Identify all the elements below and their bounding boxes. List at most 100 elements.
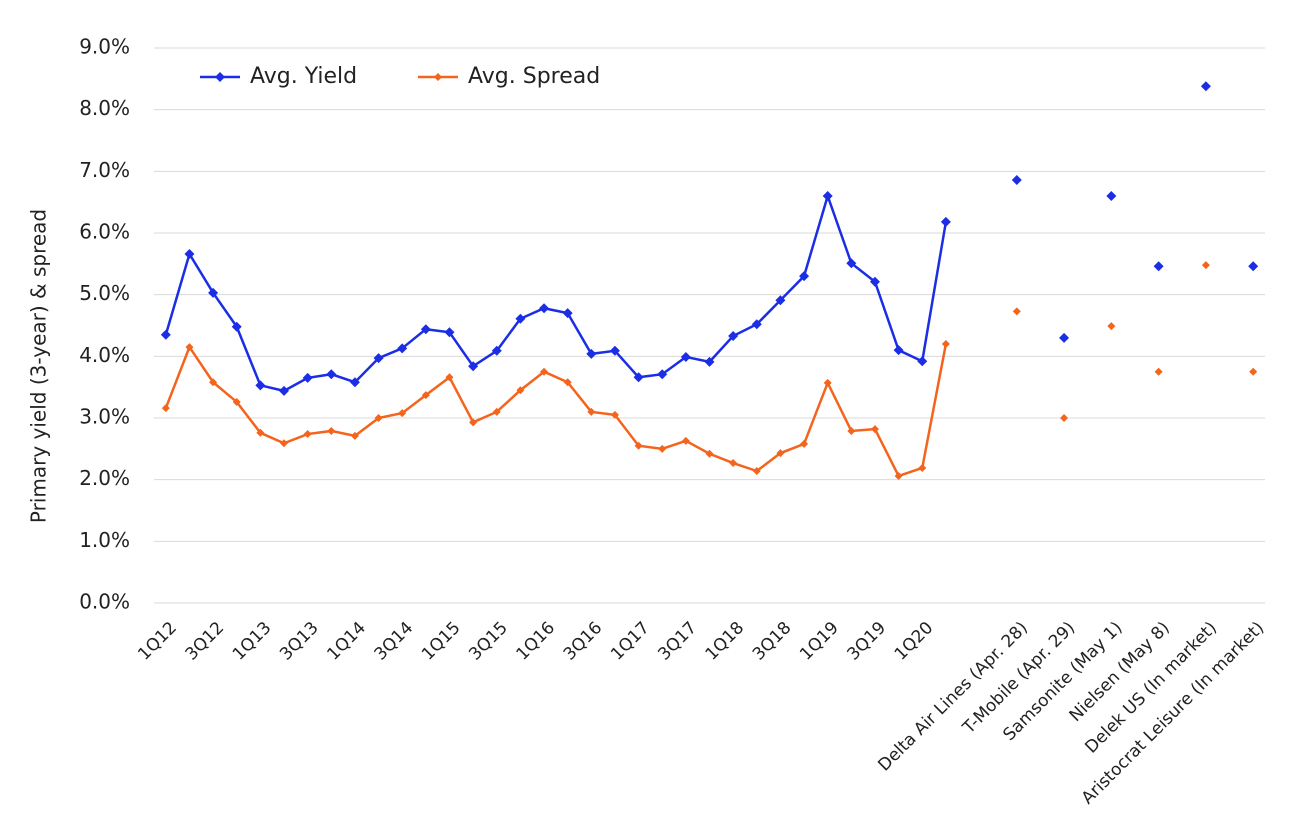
x-tick-label: 3Q12 bbox=[182, 618, 229, 665]
x-tick-label: 1Q13 bbox=[229, 618, 276, 665]
data-point bbox=[540, 367, 549, 376]
data-point bbox=[280, 439, 289, 448]
data-point bbox=[846, 258, 857, 269]
data-point bbox=[469, 418, 478, 427]
data-point bbox=[847, 426, 856, 435]
data-point bbox=[1059, 332, 1070, 343]
data-point bbox=[1012, 307, 1021, 316]
data-point bbox=[681, 436, 690, 445]
x-tick-label: 3Q14 bbox=[371, 618, 418, 665]
data-point bbox=[918, 463, 927, 472]
data-point bbox=[563, 378, 572, 387]
series-line bbox=[164, 191, 948, 393]
y-tick-label: 7.0% bbox=[79, 158, 130, 182]
data-point bbox=[539, 303, 550, 314]
data-point bbox=[279, 385, 290, 396]
data-point bbox=[705, 449, 714, 458]
x-tick-label: 1Q18 bbox=[702, 618, 749, 665]
y-tick-label: 5.0% bbox=[79, 281, 130, 305]
data-point bbox=[184, 248, 195, 259]
data-point bbox=[209, 378, 218, 387]
y-tick-label: 1.0% bbox=[79, 528, 130, 552]
x-tick-label: 1Q12 bbox=[134, 618, 181, 665]
x-tick-label: 1Q15 bbox=[418, 618, 465, 665]
data-point bbox=[869, 276, 880, 287]
data-point bbox=[658, 444, 667, 453]
data-point bbox=[492, 407, 501, 416]
data-point bbox=[231, 321, 242, 332]
data-point bbox=[870, 425, 879, 434]
legend-marker bbox=[215, 72, 225, 82]
data-point bbox=[775, 295, 786, 306]
data-point bbox=[633, 372, 644, 383]
y-tick-label: 9.0% bbox=[79, 35, 130, 59]
data-point bbox=[751, 319, 762, 330]
data-point bbox=[752, 467, 761, 476]
data-point bbox=[327, 426, 336, 435]
data-point bbox=[894, 471, 903, 480]
data-point bbox=[941, 340, 950, 348]
y-tick-label: 4.0% bbox=[79, 343, 130, 367]
data-point bbox=[302, 372, 313, 383]
y-tick-label: 8.0% bbox=[79, 96, 130, 120]
data-point bbox=[326, 369, 337, 380]
data-point bbox=[397, 343, 408, 354]
x-tick-label: 3Q15 bbox=[465, 618, 512, 665]
data-point bbox=[1248, 261, 1259, 272]
x-tick-label: 3Q19 bbox=[843, 618, 890, 665]
data-point bbox=[255, 380, 266, 391]
data-point bbox=[940, 216, 951, 227]
x-tick-label: 1Q14 bbox=[323, 618, 370, 665]
y-axis-label: Primary yield (3-year) & spread bbox=[27, 209, 51, 523]
x-tick-label: 1Q19 bbox=[796, 618, 843, 665]
data-point bbox=[374, 414, 383, 422]
legend-marker bbox=[434, 73, 442, 81]
data-point bbox=[704, 356, 715, 367]
data-point bbox=[398, 409, 407, 418]
data-point bbox=[1249, 367, 1258, 376]
data-point bbox=[444, 327, 455, 338]
x-tick-label: 3Q16 bbox=[560, 618, 607, 665]
y-tick-label: 0.0% bbox=[79, 590, 130, 614]
data-point bbox=[610, 410, 619, 419]
data-point bbox=[516, 386, 525, 395]
legend-label: Avg. Spread bbox=[468, 64, 600, 89]
data-point bbox=[799, 271, 810, 282]
data-point bbox=[1200, 81, 1211, 92]
data-point bbox=[917, 356, 928, 367]
data-point bbox=[562, 308, 573, 319]
data-point bbox=[586, 348, 597, 359]
data-point bbox=[491, 345, 502, 356]
data-point bbox=[1154, 367, 1163, 376]
y-tick-label: 6.0% bbox=[79, 220, 130, 244]
data-point bbox=[185, 343, 194, 352]
data-point bbox=[256, 428, 265, 437]
data-point bbox=[160, 329, 171, 340]
series-line bbox=[164, 343, 948, 478]
data-point bbox=[421, 391, 430, 400]
data-point bbox=[373, 353, 384, 364]
data-point bbox=[349, 377, 360, 388]
data-point bbox=[823, 378, 832, 387]
data-point bbox=[728, 330, 739, 341]
legend-label: Avg. Yield bbox=[250, 64, 357, 89]
data-point bbox=[1106, 191, 1117, 201]
data-point bbox=[822, 191, 833, 201]
x-tick-label: 3Q17 bbox=[654, 618, 701, 665]
x-tick-label: 3Q13 bbox=[276, 618, 323, 665]
x-tick-label: 1Q17 bbox=[607, 618, 654, 665]
data-point bbox=[657, 369, 668, 380]
data-point bbox=[634, 441, 643, 450]
y-tick-label: 3.0% bbox=[79, 405, 130, 429]
data-point bbox=[420, 324, 431, 335]
data-point bbox=[161, 404, 170, 413]
data-point bbox=[445, 373, 454, 382]
data-point bbox=[587, 407, 596, 416]
data-point bbox=[1201, 261, 1210, 270]
y-tick-label: 2.0% bbox=[79, 466, 130, 490]
data-point bbox=[1060, 414, 1069, 422]
data-point bbox=[208, 287, 219, 298]
x-tick-label: 3Q18 bbox=[749, 618, 796, 665]
data-point bbox=[515, 313, 526, 324]
